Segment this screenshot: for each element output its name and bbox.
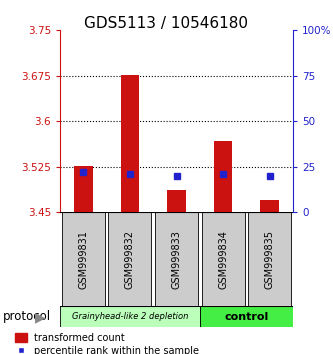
Text: GSM999834: GSM999834: [218, 230, 228, 289]
Bar: [74, 166, 93, 212]
Bar: [200, 306, 293, 327]
Bar: [248, 212, 291, 306]
Text: ▶: ▶: [35, 310, 45, 324]
Bar: [167, 190, 186, 212]
Bar: [62, 212, 105, 306]
Text: GSM999835: GSM999835: [265, 230, 275, 289]
Bar: [202, 212, 244, 306]
Bar: [155, 212, 198, 306]
Text: GSM999833: GSM999833: [171, 230, 181, 289]
Text: protocol: protocol: [3, 310, 52, 323]
Bar: [109, 212, 151, 306]
Bar: [60, 306, 200, 327]
Text: GSM999832: GSM999832: [125, 230, 135, 289]
Legend: transformed count, percentile rank within the sample: transformed count, percentile rank withi…: [15, 333, 199, 354]
Text: control: control: [224, 312, 268, 322]
Bar: [121, 75, 139, 212]
Bar: [260, 200, 279, 212]
Text: GSM999831: GSM999831: [78, 230, 88, 289]
Bar: [214, 141, 232, 212]
Text: Grainyhead-like 2 depletion: Grainyhead-like 2 depletion: [72, 312, 188, 321]
Text: GDS5113 / 10546180: GDS5113 / 10546180: [85, 16, 248, 31]
